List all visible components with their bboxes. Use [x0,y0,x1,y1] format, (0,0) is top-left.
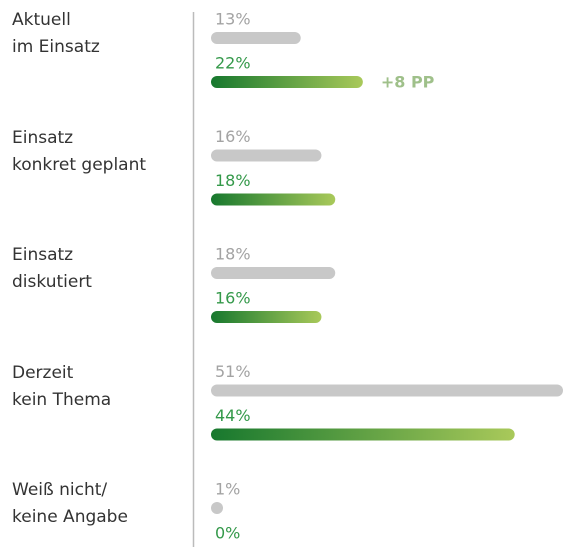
category-label: Derzeit kein Thema [12,362,112,410]
value-label: 18% [215,245,251,264]
value-label: 18% [215,171,251,190]
bar [211,384,563,397]
value-label: 16% [215,127,251,146]
value-label: 16% [215,289,251,308]
value-label: 1% [215,480,240,499]
bar [211,502,223,514]
value-label: 13% [215,10,251,29]
bar [211,428,515,441]
bar [211,32,301,44]
category-label: Einsatz diskutiert [12,245,92,292]
value-label: 22% [215,54,251,73]
annotation: +8 PP [381,73,435,92]
category-label: Weiß nicht/ keine Angabe [12,480,128,527]
bar [211,76,363,88]
bar [211,149,322,162]
bar [211,267,336,279]
value-label: 44% [215,406,251,425]
bar [211,311,322,323]
bar [211,193,336,206]
category-label: Einsatz konkret geplant [12,127,147,175]
value-label: 51% [215,362,251,381]
category-label: Aktuell im Einsatz [12,10,100,57]
value-label: 0% [215,524,240,543]
